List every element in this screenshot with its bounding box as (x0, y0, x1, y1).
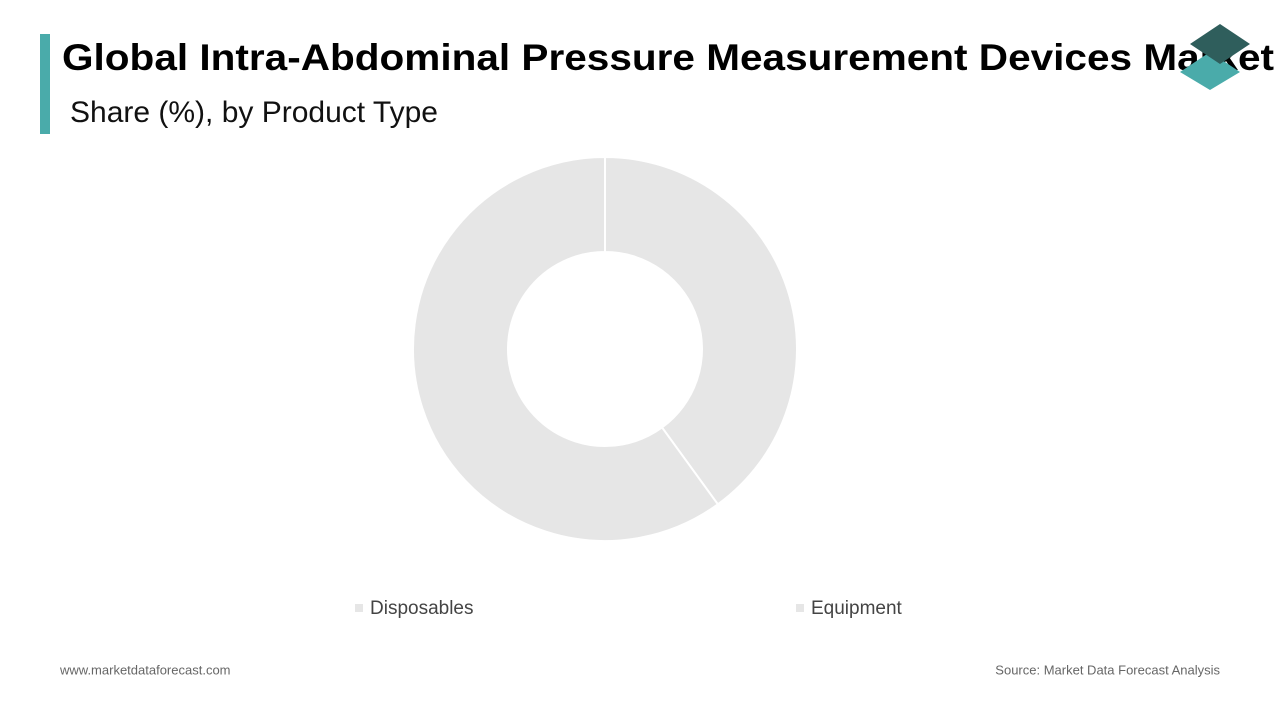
legend-label: Equipment (811, 598, 903, 619)
chart-subtitle: Share (%), by Product Type (70, 96, 438, 129)
title-accent (40, 34, 50, 134)
pie-slice (604, 155, 798, 506)
chart-title: Global Intra-Abdominal Pressure Measurem… (62, 37, 1274, 78)
legend-swatch (796, 604, 804, 612)
source: Source: Market Data Forecast Analysis (995, 662, 1220, 677)
pie-slice (412, 155, 720, 542)
website: www.marketdataforecast.com (59, 662, 231, 677)
legend-swatch (355, 604, 363, 612)
logo (1180, 24, 1250, 90)
legend-label: Disposables (370, 598, 474, 619)
